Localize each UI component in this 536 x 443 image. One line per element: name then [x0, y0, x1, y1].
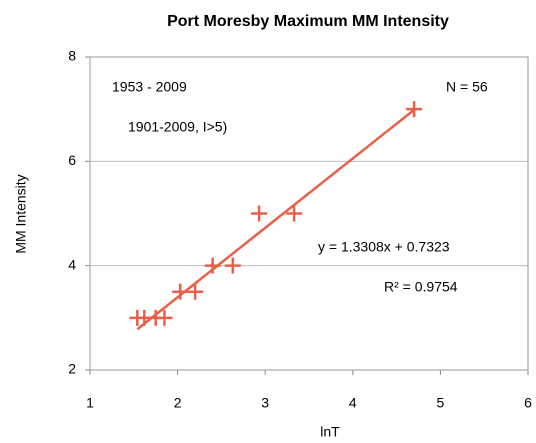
- y-axis-label: MM Intensity: [13, 174, 29, 253]
- point: [204, 257, 221, 274]
- plot-frame: [89, 56, 529, 371]
- annotation: 1953 - 2009: [112, 79, 187, 95]
- chart-title: Port Moresby Maximum MM Intensity: [167, 13, 449, 30]
- point: [251, 205, 268, 222]
- point: [286, 205, 303, 222]
- x-tick-label: 4: [349, 395, 357, 411]
- trendline-equation: y = 1.3308x + 0.7323: [318, 239, 450, 255]
- x-tick-label: 1: [86, 395, 94, 411]
- trendline: [136, 108, 415, 331]
- point: [224, 257, 241, 274]
- point: [406, 101, 423, 118]
- x-tick-label: 5: [437, 395, 445, 411]
- x-tick-label: 3: [261, 395, 269, 411]
- point: [187, 283, 204, 300]
- y-tick-label: 6: [68, 152, 76, 168]
- point: [172, 283, 189, 300]
- x-tick-label: 6: [524, 395, 532, 411]
- y-tick-label: 2: [68, 361, 76, 377]
- point: [156, 309, 173, 326]
- annotation: R² = 0.9754: [384, 279, 458, 295]
- annotation: 1901-2009, I>5): [128, 119, 227, 135]
- annotation: N = 56: [446, 79, 488, 95]
- x-axis-label: lnT: [320, 424, 340, 440]
- x-tick-label: 2: [174, 395, 182, 411]
- y-tick-label: 8: [68, 48, 76, 64]
- y-tick-label: 4: [68, 256, 76, 272]
